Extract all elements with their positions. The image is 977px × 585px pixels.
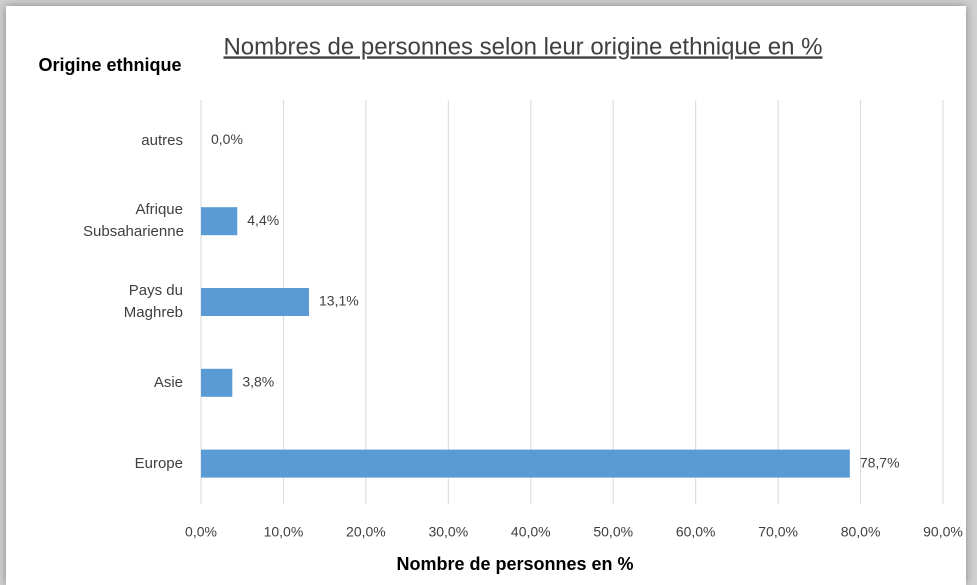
data-label: 0,0% bbox=[211, 131, 243, 147]
data-label: 13,1% bbox=[319, 293, 359, 309]
chart-title: Nombres de personnes selon leur origine … bbox=[223, 33, 822, 60]
y-axis-label: Origine ethnique bbox=[38, 55, 181, 75]
data-label: 3,8% bbox=[242, 374, 274, 390]
y-tick-label: Europe bbox=[134, 454, 183, 472]
x-tick-label: 10,0% bbox=[264, 524, 304, 540]
x-tick-label: 60,0% bbox=[676, 524, 716, 540]
x-tick-label: 50,0% bbox=[593, 524, 633, 540]
bar bbox=[201, 207, 238, 236]
bar bbox=[201, 288, 310, 316]
y-tick-label: Afrique Subsaharienne bbox=[83, 201, 184, 241]
chart-frame bbox=[6, 6, 966, 585]
x-axis-label: Nombre de personnes en % bbox=[396, 554, 633, 574]
y-tick-label: Asie bbox=[153, 373, 183, 391]
x-tick-label: 80,0% bbox=[841, 524, 881, 540]
data-label: 4,4% bbox=[247, 212, 279, 228]
bar bbox=[201, 368, 233, 397]
x-tick-label: 30,0% bbox=[428, 524, 468, 540]
x-tick-label: 20,0% bbox=[346, 524, 386, 540]
x-tick-label: 40,0% bbox=[511, 524, 551, 540]
x-tick-label: 0,0% bbox=[185, 524, 217, 540]
y-tick-label: autres bbox=[141, 131, 183, 149]
y-tick-label: Pays du Maghreb bbox=[123, 282, 183, 321]
bar bbox=[201, 449, 850, 478]
x-tick-label: 90,0% bbox=[923, 524, 963, 540]
data-label: 78,7% bbox=[860, 454, 900, 470]
x-tick-label: 70,0% bbox=[758, 524, 798, 540]
